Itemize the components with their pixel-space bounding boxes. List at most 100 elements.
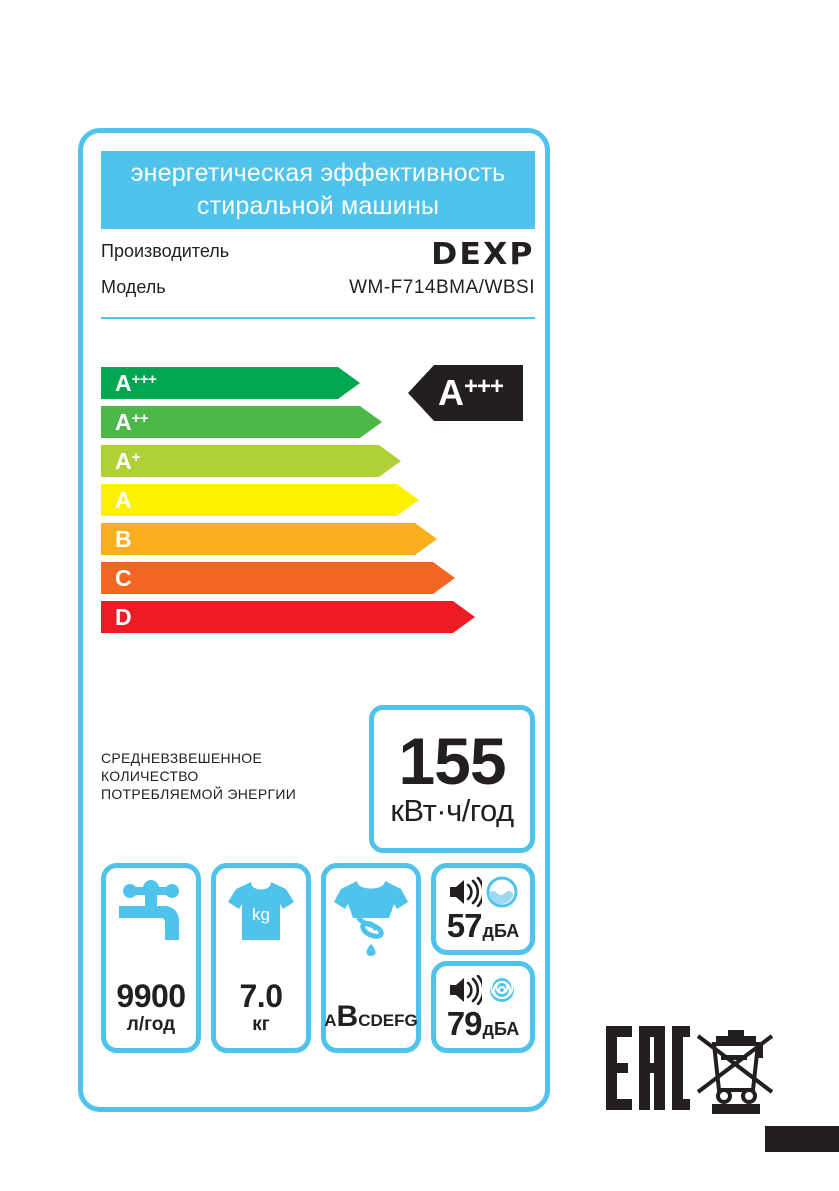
spin-class-letter-F: F <box>394 1011 405 1030</box>
header-title-line2: стиральной машины <box>196 192 440 220</box>
wash-drum-icon <box>486 876 518 908</box>
model-label: Модель <box>101 277 166 297</box>
energy-consumption-block: СРЕДНЕВЗВЕШЕННОЕ КОЛИЧЕСТВО ПОТРЕБЛЯЕМОЙ… <box>101 705 535 853</box>
selected-energy-class-badge: A+++ <box>408 365 524 421</box>
manufacturer-row: Производитель DEXP <box>101 237 535 273</box>
water-value: 9900 <box>116 978 186 1015</box>
noise-wash-unit: дБА <box>482 921 520 941</box>
identity-divider <box>101 317 535 319</box>
energy-class-bar-C: C <box>101 562 455 594</box>
energy-class-bar-A: A <box>101 484 419 516</box>
water-icon-wrap <box>106 878 196 944</box>
weee-crossed-bin-icon <box>696 1030 774 1114</box>
energy-class-bar-tip <box>397 484 419 516</box>
energy-class-bar-A+: A+ <box>101 445 401 477</box>
selected-class-label: A+++ <box>438 372 504 413</box>
water-consumption-box: 9900 л/год <box>101 863 201 1053</box>
tshirt-icon: kg <box>228 882 294 940</box>
speaker-icon <box>450 975 482 1005</box>
spin-class-letter-E: E <box>382 1011 395 1030</box>
energy-class-bar-tip <box>453 601 475 633</box>
energy-class-bar-body: A+++ <box>101 367 338 399</box>
spin-class-letter-B: B <box>336 1000 359 1033</box>
speaker-icon <box>450 877 482 907</box>
consumption-caption-line3: ПОТРЕБЛЯЕМОЙ ЭНЕРГИИ <box>101 786 297 802</box>
consumption-value: 155 <box>398 724 506 799</box>
energy-class-bar-tip <box>379 445 401 477</box>
model-value: WM-F714BMA/WBSI <box>349 277 535 298</box>
energy-class-bar-row: A++ <box>101 406 431 445</box>
compliance-marks <box>604 1022 776 1118</box>
energy-class-bar-B: B <box>101 523 437 555</box>
noise-wash-value: 57 <box>446 907 483 944</box>
energy-class-bar-tip <box>360 406 382 438</box>
energy-class-bar-A++: A++ <box>101 406 382 438</box>
water-tap-icon <box>119 880 179 940</box>
noise-spin-unit: дБА <box>482 1019 520 1039</box>
spin-class-letter-G: G <box>404 1011 418 1030</box>
noise-spin-value-row: 79 дБА <box>436 1007 530 1040</box>
energy-class-bar-body: D <box>101 601 453 633</box>
energy-class-bar-label: D <box>115 603 132 630</box>
load-value: 7.0 <box>239 978 283 1015</box>
spin-spiral-icon <box>487 976 516 1004</box>
label-header-band: энергетическая эффективность стиральной … <box>101 151 535 229</box>
energy-class-bar-A+++: A+++ <box>101 367 360 399</box>
consumption-caption-line1: СРЕДНЕВЗВЕШЕННОЕ <box>101 750 263 766</box>
energy-class-bar-row: A+ <box>101 445 431 484</box>
spin-icon-wrap <box>326 878 416 962</box>
noise-spin-icon-row <box>436 974 530 1006</box>
energy-class-bar-body: B <box>101 523 415 555</box>
noise-wash-value-row: 57 дБА <box>436 909 530 942</box>
metrics-row: 9900 л/год kg 7.0 кг <box>101 863 535 1053</box>
energy-class-bar-row: D <box>101 601 475 640</box>
energy-class-bar-row: A <box>101 484 431 523</box>
wrung-tshirt-drop-icon <box>334 881 408 956</box>
noise-wash-box: 57 дБА <box>431 863 535 955</box>
selected-class-body: A+++ <box>434 365 524 421</box>
energy-class-bar-body: A++ <box>101 406 360 438</box>
noise-spin-box: 79 дБА <box>431 961 535 1053</box>
energy-class-bar-label: A+++ <box>115 369 157 396</box>
spin-class-letter-C: C <box>358 1011 371 1030</box>
bottom-right-black-bar <box>765 1126 839 1152</box>
energy-class-bar-row: B <box>101 523 437 562</box>
energy-class-bar-tip <box>415 523 437 555</box>
load-icon-wrap: kg <box>216 878 306 944</box>
water-unit: л/год <box>126 1014 176 1036</box>
energy-class-bar-label: A++ <box>115 408 149 435</box>
water-value-wrap: 9900 л/год <box>106 980 196 1036</box>
load-capacity-box: kg 7.0 кг <box>211 863 311 1053</box>
spin-class-letter-A: A <box>324 1011 337 1030</box>
identity-block: Производитель DEXP Модель WM-F714BMA/WBS… <box>101 237 535 309</box>
energy-class-bar-label: A <box>115 486 132 513</box>
consumption-value-box: 155 кВт·ч/год <box>369 705 535 853</box>
noise-wash-icon-row <box>436 876 530 908</box>
header-title-line1: энергетическая эффективность <box>130 159 506 187</box>
energy-class-scale: A+++ A++ A+ A B C D <box>101 367 475 640</box>
consumption-caption-line2: КОЛИЧЕСТВО <box>101 768 199 784</box>
energy-class-bar-label: C <box>115 564 132 591</box>
energy-class-bar-body: A <box>101 484 397 516</box>
load-value-wrap: 7.0 кг <box>216 980 306 1036</box>
energy-class-bar-row: A+++ <box>101 367 431 406</box>
noise-spin-value: 79 <box>446 1005 483 1042</box>
energy-class-bar-row: C <box>101 562 455 601</box>
spin-class-letter-D: D <box>370 1011 383 1030</box>
consumption-caption: СРЕДНЕВЗВЕШЕННОЕ КОЛИЧЕСТВО ПОТРЕБЛЯЕМОЙ… <box>101 749 341 803</box>
energy-class-bar-body: A+ <box>101 445 379 477</box>
brand-logo: DEXP <box>431 237 535 272</box>
energy-class-bar-body: C <box>101 562 433 594</box>
manufacturer-label: Производитель <box>101 241 230 261</box>
energy-class-bar-tip <box>433 562 455 594</box>
consumption-units: кВт·ч/год <box>390 793 514 829</box>
model-row: Модель WM-F714BMA/WBSI <box>101 273 535 309</box>
selected-class-arrow-notch <box>408 365 434 421</box>
eac-mark-icon <box>606 1026 690 1110</box>
energy-class-bar-D: D <box>101 601 475 633</box>
load-icon-text: kg <box>252 905 270 924</box>
energy-class-bar-tip <box>338 367 360 399</box>
load-unit: кг <box>252 1014 270 1036</box>
